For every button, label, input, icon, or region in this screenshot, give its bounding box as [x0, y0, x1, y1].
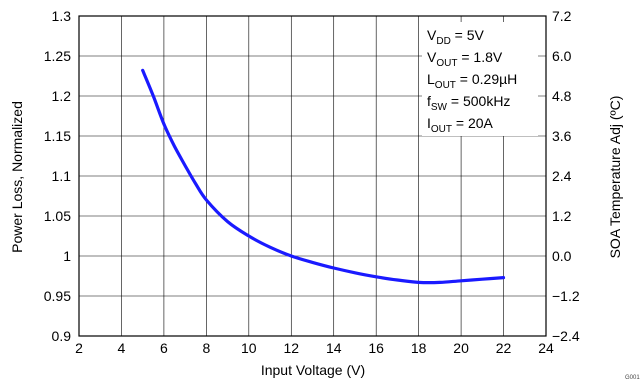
x-tick-label: 14	[326, 340, 342, 356]
x-tick-label: 8	[202, 340, 210, 356]
y2-tick-label: 4.8	[552, 88, 572, 104]
x-tick-label: 10	[241, 340, 257, 356]
y2-tick-label: 1.2	[552, 208, 572, 224]
y-tick-label: 1.1	[52, 168, 72, 184]
y2-axis-label: SOA Temperature Adj (ºC)	[607, 96, 623, 259]
y-tick-label: 0.9	[52, 328, 72, 344]
x-tick-label: 24	[538, 340, 554, 356]
y2-tick-label: 0.0	[552, 248, 572, 264]
annotation-line: IOUT = 20A	[427, 115, 494, 135]
y2-tick-label: −1.2	[552, 288, 580, 304]
x-tick-label: 18	[411, 340, 427, 356]
power-loss-series-line	[141, 68, 506, 285]
x-tick-label: 2	[75, 340, 83, 356]
y-tick-label: 0.95	[44, 288, 71, 304]
y-tick-label: 1.2	[52, 88, 72, 104]
x-tick-label: 20	[453, 340, 469, 356]
y-axis-ticks: 0.9 0.95 1 1.05 1.1 1.15 1.2 1.25 1.3	[44, 8, 71, 344]
x-axis-ticks: 2 4 6 8 10 12 14 16 18 20 22 24	[75, 340, 554, 356]
annotation-line: VOUT = 1.8V	[427, 49, 503, 69]
series-layer	[141, 68, 506, 285]
x-tick-label: 12	[283, 340, 299, 356]
annotation-line: LOUT = 0.29µH	[427, 71, 517, 91]
y2-tick-label: 7.2	[552, 8, 572, 24]
figure-id: G001	[625, 375, 640, 381]
y2-tick-label: −2.4	[552, 328, 580, 344]
x-tick-label: 22	[496, 340, 512, 356]
plot-frame	[78, 15, 547, 337]
x-tick-label: 16	[368, 340, 384, 356]
x-axis-label: Input Voltage (V)	[261, 362, 365, 378]
y-axis-label: Power Loss, Normalized	[9, 101, 25, 253]
annotation-line: fSW = 500kHz	[427, 93, 510, 113]
y2-tick-label: 2.4	[552, 168, 572, 184]
x-tick-label: 6	[160, 340, 168, 356]
annotation-box	[422, 22, 538, 136]
y2-axis-ticks: −2.4 −1.2 0.0 1.2 2.4 3.6 4.8 6.0 7.2	[552, 8, 580, 344]
y-tick-label: 1.15	[44, 128, 71, 144]
y-tick-label: 1.25	[44, 48, 71, 64]
x-tick-label: 4	[118, 340, 126, 356]
y-tick-label: 1.05	[44, 208, 71, 224]
y2-tick-label: 6.0	[552, 48, 572, 64]
annotation-line: VDD = 5V	[427, 27, 485, 47]
y-tick-label: 1.3	[52, 8, 72, 24]
y2-tick-label: 3.6	[552, 128, 572, 144]
y-tick-label: 1	[63, 248, 71, 264]
